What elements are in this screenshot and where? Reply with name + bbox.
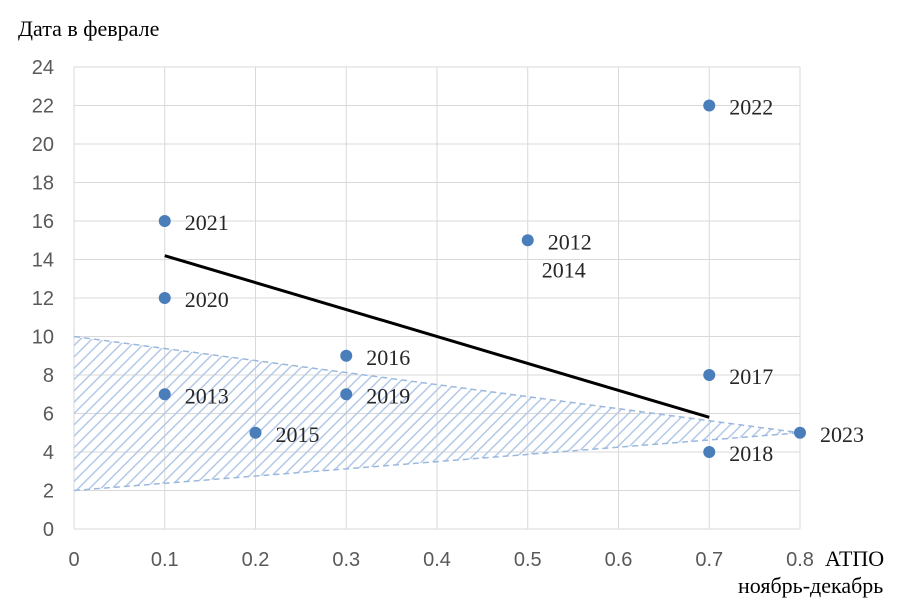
point-label: 2012 <box>548 229 592 254</box>
x-tick-label: 0.6 <box>605 549 633 571</box>
y-tick-label: 20 <box>32 134 54 156</box>
point-label: 2014 <box>542 257 586 282</box>
data-point <box>521 234 534 247</box>
shaded-band-layer <box>73 335 801 492</box>
y-tick-label: 24 <box>32 57 54 79</box>
x-tick-label: 0.2 <box>242 549 270 571</box>
band-lower-edge <box>73 432 801 492</box>
point-label: 2015 <box>276 422 320 447</box>
y-tick-label: 22 <box>32 96 54 118</box>
x-tick-label: 0.4 <box>423 549 451 571</box>
y-tick-label: 16 <box>32 211 54 233</box>
y-tick-label: 4 <box>43 442 54 464</box>
data-point <box>158 388 171 401</box>
x-tick-label: 0.5 <box>514 549 542 571</box>
y-tick-label: 0 <box>43 519 54 541</box>
x-tick-label: 0.8 <box>786 549 814 571</box>
data-point <box>249 426 262 439</box>
y-tick-label: 6 <box>43 404 54 426</box>
data-point <box>340 388 353 401</box>
x-tick-label: 0.1 <box>151 549 179 571</box>
data-point <box>703 446 716 458</box>
x-tick-label: 0 <box>68 549 79 571</box>
y-axis-title: Дата в феврале <box>18 16 159 41</box>
shaded-band <box>74 336 800 491</box>
point-label: 2017 <box>729 364 773 389</box>
data-point <box>340 349 353 362</box>
y-tick-label: 10 <box>32 327 54 349</box>
data-point <box>158 215 171 227</box>
point-label: 2016 <box>366 345 410 370</box>
data-point <box>703 99 716 112</box>
x-axis-title-line2: ноябрь-декабрь <box>738 573 883 598</box>
point-labels-layer: 2021 2020 2013 2015 2016 2019 2012 2022 2017 2018… <box>185 95 864 467</box>
data-point <box>794 426 806 439</box>
point-label: 2022 <box>729 95 773 120</box>
x-tick-label: 0.7 <box>695 549 723 571</box>
point-label: 2013 <box>185 383 229 408</box>
y-tick-label: 2 <box>43 481 54 503</box>
y-tick-label: 18 <box>32 173 54 195</box>
data-point <box>703 369 716 381</box>
y-tick-label: 8 <box>43 365 54 387</box>
trend-line <box>164 254 710 419</box>
point-label: 2023 <box>820 422 864 447</box>
point-label: 2021 <box>185 210 229 235</box>
x-tick-label: 0.3 <box>332 549 360 571</box>
point-label: 2018 <box>729 441 773 466</box>
x-axis-title-line1: АТПО <box>825 546 884 571</box>
data-point <box>158 292 171 304</box>
point-label: 2020 <box>185 287 229 312</box>
band-upper-edge <box>73 335 801 434</box>
trend-line-layer <box>164 254 710 419</box>
point-label: 2019 <box>366 383 410 408</box>
points-layer <box>158 99 806 458</box>
y-tick-label: 14 <box>32 250 54 272</box>
y-tick-label: 12 <box>32 288 54 310</box>
